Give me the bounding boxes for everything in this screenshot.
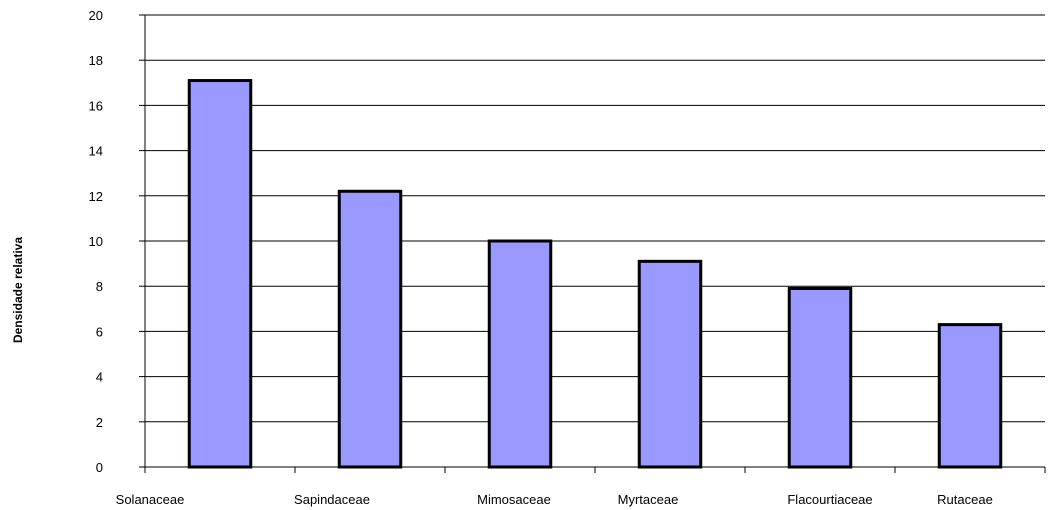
x-tick-label: Sapindaceae [294, 492, 370, 507]
y-tick-label: 8 [96, 279, 103, 294]
y-tick-label: 14 [89, 144, 103, 159]
y-tick-label: 6 [96, 324, 103, 339]
y-tick-label: 18 [89, 53, 103, 68]
gridlines [145, 14, 1045, 423]
y-tick-label: 20 [89, 8, 103, 23]
bars [187, 79, 1003, 469]
y-tick-labels: 0 2 4 6 8 10 12 14 16 18 20 [89, 8, 103, 475]
x-tick-label: Solanaceae [116, 492, 185, 507]
x-tick-label: Rutaceae [937, 492, 993, 507]
bar-sapindaceae [337, 189, 403, 469]
x-tick-labels: Solanaceae Sapindaceae Mimosaceae Myrtaceae… [116, 492, 993, 507]
x-tick-label: Flacourtiaceae [787, 492, 872, 507]
y-tick-label: 16 [89, 98, 103, 113]
bar-myrtaceae [637, 259, 703, 469]
y-tick-label: 4 [96, 370, 103, 385]
x-tick-label: Myrtaceae [618, 492, 679, 507]
y-tick-label: 0 [96, 460, 103, 475]
y-tick-label: 2 [96, 415, 103, 430]
bar-rutaceae [937, 323, 1003, 469]
y-tick-label: 12 [89, 189, 103, 204]
bar-solanaceae [187, 79, 253, 469]
y-axis-label: Densidade relativa [11, 237, 25, 343]
y-tick-label: 10 [89, 234, 103, 249]
bar-mimosaceae [487, 239, 553, 469]
bar-flacourtiaceae [787, 286, 853, 469]
x-tick-label: Mimosaceae [477, 492, 551, 507]
axes [139, 14, 1046, 473]
